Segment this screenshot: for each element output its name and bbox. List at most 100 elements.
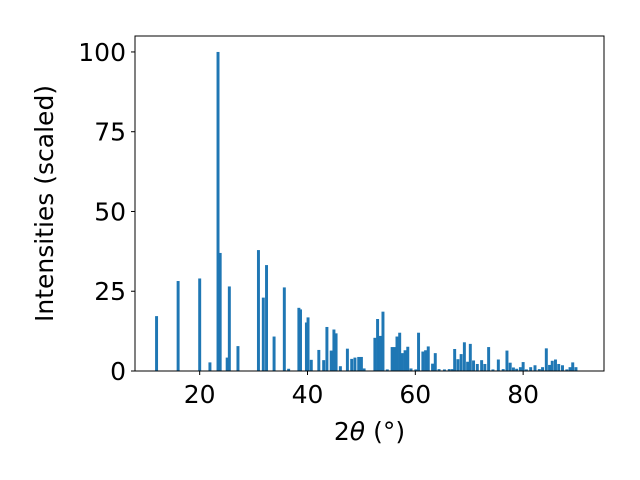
bar xyxy=(518,367,522,371)
bar xyxy=(472,360,476,371)
bar xyxy=(406,346,410,371)
bar xyxy=(409,368,413,371)
bar xyxy=(155,316,159,371)
bar xyxy=(541,367,545,371)
bar xyxy=(487,347,491,371)
bar xyxy=(537,369,541,371)
bar xyxy=(403,350,407,371)
bar xyxy=(433,353,437,371)
bar xyxy=(325,326,329,371)
bar xyxy=(376,319,380,371)
bar xyxy=(561,365,564,371)
bar xyxy=(216,51,220,371)
y-tick-label: 25 xyxy=(94,277,126,306)
bar xyxy=(198,278,202,371)
bar xyxy=(381,311,385,371)
bar xyxy=(390,347,394,371)
x-tick-label: 60 xyxy=(399,380,431,409)
plot-frame xyxy=(134,35,605,372)
bar xyxy=(322,360,326,371)
bar xyxy=(475,363,479,371)
y-tick-label: 50 xyxy=(94,197,126,226)
bar xyxy=(378,335,382,371)
y-tick-label: 100 xyxy=(78,38,126,67)
bar xyxy=(373,337,377,371)
bar xyxy=(350,358,354,371)
bar xyxy=(176,281,180,371)
bar xyxy=(550,360,554,371)
bar xyxy=(442,369,446,371)
bar xyxy=(447,369,451,371)
bar xyxy=(437,369,441,371)
x-axis-label-main: 2 xyxy=(334,417,350,446)
bar xyxy=(501,369,505,371)
bar xyxy=(334,333,338,371)
bar xyxy=(414,369,418,371)
bar xyxy=(468,343,472,371)
x-tick-label: 80 xyxy=(507,380,539,409)
bar xyxy=(524,369,528,371)
bar xyxy=(426,346,430,371)
bars-group xyxy=(155,51,578,371)
bar xyxy=(357,356,361,371)
bar xyxy=(459,354,463,371)
bar xyxy=(505,350,509,371)
x-tick-label: 40 xyxy=(292,380,324,409)
bar xyxy=(491,369,495,371)
bar xyxy=(272,336,276,371)
bar xyxy=(297,307,301,371)
bar xyxy=(483,363,487,371)
bar xyxy=(287,368,291,371)
bar xyxy=(568,367,572,371)
bar xyxy=(208,362,212,371)
bar xyxy=(508,362,512,371)
bar xyxy=(453,348,457,371)
bar xyxy=(236,346,240,371)
bar xyxy=(332,329,336,371)
bar xyxy=(265,265,269,371)
bar xyxy=(417,332,421,371)
bar xyxy=(533,365,537,371)
bar xyxy=(329,350,333,371)
bar xyxy=(544,348,548,371)
bar xyxy=(515,368,519,371)
bar xyxy=(256,250,260,371)
bar xyxy=(317,349,321,371)
bar xyxy=(554,359,557,371)
bar xyxy=(345,348,349,371)
bar xyxy=(462,342,466,371)
bar xyxy=(456,359,460,371)
bar xyxy=(359,356,363,371)
y-tick-label: 75 xyxy=(94,118,126,147)
x-axis-label: 2θ (°) xyxy=(334,417,405,446)
bar xyxy=(529,367,533,371)
x-axis-ticks: 20 40 60 80 xyxy=(184,371,539,409)
bar xyxy=(571,362,575,371)
bar xyxy=(565,369,569,371)
bar xyxy=(227,286,231,371)
x-tick-label: 20 xyxy=(184,380,216,409)
bar xyxy=(385,369,389,371)
x-axis-label-unit: (°) xyxy=(373,417,405,446)
bar xyxy=(480,360,484,371)
y-axis-ticks: 0 25 50 75 100 xyxy=(78,38,135,386)
bar xyxy=(282,287,286,371)
bar xyxy=(496,359,500,371)
bar xyxy=(398,332,402,371)
y-tick-label: 0 xyxy=(110,357,126,386)
bar xyxy=(431,363,435,371)
bar xyxy=(338,366,342,371)
bar xyxy=(225,357,229,371)
bar xyxy=(393,347,397,371)
bar xyxy=(218,252,222,371)
y-axis-label: Intensities (scaled) xyxy=(30,85,59,322)
bar xyxy=(548,364,552,371)
bar xyxy=(362,368,366,371)
bar xyxy=(557,363,561,371)
bar xyxy=(304,322,308,371)
bar xyxy=(521,362,525,371)
bar xyxy=(400,353,404,371)
x-axis-label-symbol: θ xyxy=(350,417,365,446)
bar xyxy=(421,351,425,371)
